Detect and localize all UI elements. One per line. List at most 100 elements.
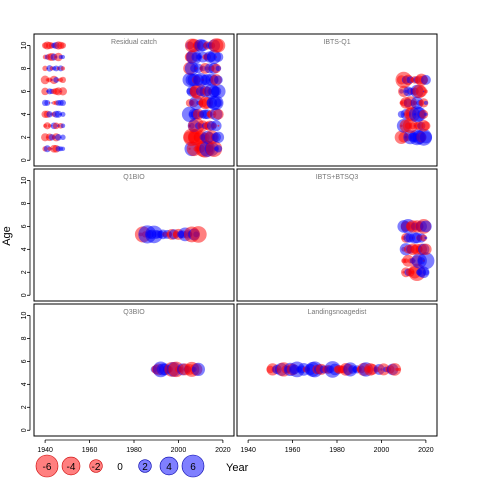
residual-bubble [395,367,399,372]
bubble-series [397,218,435,281]
residual-bubble [211,84,226,99]
residual-bubble [47,124,52,128]
bubble-series [181,38,226,158]
y-tick-label: 6 [21,89,28,93]
y-axis-row-3: 0 2 4 6 8 10 [21,311,31,432]
residual-bubble [60,134,66,141]
panel-frame [33,303,235,437]
bubble-series [394,71,433,146]
y-axis-row-1: 0 2 4 6 8 10 [21,41,31,162]
panel-title: Landingsnoagedist [308,309,367,316]
residual-bubble [424,236,428,240]
legend-entry: 4 [159,456,179,476]
residual-bubble [215,65,222,72]
residual-bubble [217,124,220,127]
x-tick-label: 1960 [285,447,301,454]
residual-bubble [46,111,53,118]
legend-bubble [181,454,205,478]
y-tick-label: 10 [21,311,28,319]
bubble-series [134,225,207,244]
panel-title: Q3BIO [123,309,145,316]
panel-title: IBTS-Q1 [323,39,350,46]
legend-label: 6 [190,462,196,473]
legend-label: -4 [67,462,76,473]
y-tick-label: 10 [21,176,28,184]
y-tick-label: 4 [21,247,28,251]
legend-bubble [89,459,103,473]
x-tick-label: 2020 [418,447,434,454]
y-tick-label: 8 [21,66,28,70]
panel-6: Landingsnoagedist [236,303,438,437]
legend-bubble [35,454,59,478]
residual-bubble [58,87,67,96]
x-tick-label: 2020 [215,447,231,454]
residual-bubble [422,269,430,276]
panel-5: Q3BIO [33,303,235,437]
residual-bubble [48,102,51,104]
y-tick-label: 6 [21,359,28,363]
panel-frame [236,303,438,437]
residual-bubble [43,122,51,130]
x-tick-label: 1940 [37,447,53,454]
bubble-series [266,361,402,378]
residual-bubble [44,99,51,106]
residual-bubble [214,98,223,108]
x-tick-label: 2000 [374,447,390,454]
axes-layer: 0 2 4 6 8 10 0 2 4 6 8 10 0 2 4 6 8 10 1940 1960 1980 2000 202… [21,41,434,454]
legend-bubble [61,456,81,476]
panel-2: IBTS-Q1 [236,33,438,167]
panel-4: IBTS+BTSQ3 [236,168,438,302]
y-tick-label: 2 [21,135,28,139]
legend-entry: -2 [89,459,103,473]
residual-bubble [59,42,67,49]
y-tick-label: 6 [21,224,28,228]
y-tick-label: 4 [21,112,28,116]
legend-label: 4 [166,462,172,473]
bubble-series [150,361,205,378]
residual-bubble [55,134,62,141]
panel-frame [236,168,438,302]
residual-bubble [60,54,65,60]
bubble-series [40,41,67,153]
legend-label: -6 [43,462,52,473]
legend-entry: 6 [181,454,205,478]
panel-3: Q1BIO [33,168,235,302]
panel-title: IBTS+BTSQ3 [316,174,359,181]
panel-title: Residual catch [111,39,157,46]
residual-bubble [211,38,226,53]
residual-bubble [190,226,207,243]
legend-layer: -6 -4 -2 0 2 4 6 [35,454,205,478]
legend-label: 2 [142,462,148,473]
legend-bubble [138,459,152,473]
legend-entry: 2 [138,459,152,473]
x-axis-label: Year [226,462,249,474]
x-tick-label: 1960 [82,447,98,454]
panels-layer: Residual catch IBTS-Q1 Q1BIO IBTS+BTSQ3 Q3BI… [33,33,438,437]
legend-entry: -4 [61,456,81,476]
legend-bubble [159,456,179,476]
residual-bubble [420,243,432,256]
panel-frame [33,168,235,302]
residual-bubble [52,122,60,130]
legend-entry: -6 [35,454,59,478]
y-tick-label: 2 [21,405,28,409]
y-axis-row-2: 0 2 4 6 8 10 [21,176,31,297]
residual-bubble [54,52,63,62]
residual-bubble [419,98,429,108]
residual-bubble [60,66,66,71]
y-tick-label: 8 [21,201,28,205]
y-tick-label: 8 [21,336,28,340]
residual-bubble [417,252,435,270]
residual-bubble [397,367,401,371]
legend-entry: 0 [117,462,123,473]
residual-bubble [42,65,48,72]
residual-bubble [424,112,428,116]
x-tick-label: 2000 [171,447,187,454]
legend-label: -2 [92,462,101,473]
y-axis-label: Age [1,226,13,246]
residual-bubble [59,76,67,84]
residual-bubble [421,121,431,131]
residual-bubble [423,100,428,105]
residual-bubble [213,109,224,120]
